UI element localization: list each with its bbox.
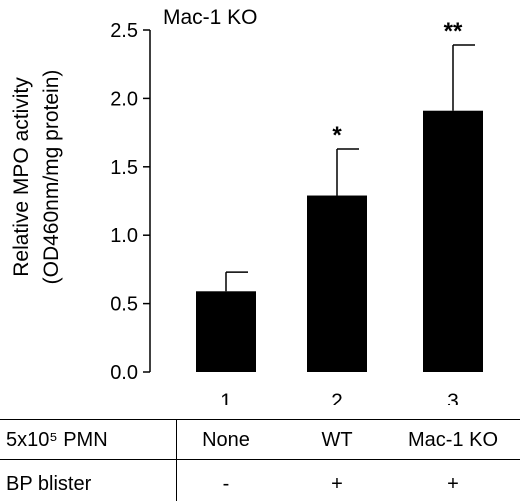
y-tick-label-1: 0.5 (110, 294, 138, 316)
x-category-label-1: 1 (220, 390, 232, 405)
table-column-divider (176, 419, 177, 501)
row-label-blister: BP blister (6, 473, 92, 495)
significance-3: ** (444, 18, 463, 45)
significance-2: * (332, 122, 342, 149)
y-tick-label-5: 2.5 (110, 20, 138, 42)
chart-title: Mac-1 KO (163, 6, 258, 29)
x-category-label-3: 3 (447, 390, 459, 405)
bar-2 (307, 195, 367, 372)
y-tick-label-0: 0.0 (110, 362, 138, 384)
y-tick-label-4: 2.0 (110, 88, 138, 110)
y-axis-label-line1: Relative MPO activity (10, 77, 33, 277)
y-tick-label-3: 1.5 (110, 157, 138, 179)
bar-3 (423, 110, 483, 372)
bar-chart: 0.0 0.5 1.0 1.5 2.0 2.5 1 * 2 ** 3 (110, 18, 483, 405)
cell-pmn-1: None (202, 429, 250, 451)
cell-blister-3: + (447, 473, 459, 495)
cell-blister-1: - (222, 473, 230, 495)
cell-pmn-2: WT (321, 429, 353, 451)
row-label-pmn: 5x10⁵ PMN (6, 429, 108, 451)
bar-1 (196, 291, 256, 372)
table-row-blister: BP blister - + + (0, 459, 520, 499)
table-top-divider (0, 419, 520, 420)
cell-pmn-3: Mac-1 KO (407, 429, 499, 451)
table-row-pmn: 5x10⁵ PMN None WT Mac-1 KO (0, 419, 520, 459)
x-category-label-2: 2 (331, 390, 343, 405)
table-middle-divider (0, 459, 520, 460)
cell-blister-2: + (331, 473, 343, 495)
y-tick-label-2: 1.0 (110, 225, 138, 247)
y-axis-label-line2: (OD460nm/mg protein) (40, 69, 63, 285)
